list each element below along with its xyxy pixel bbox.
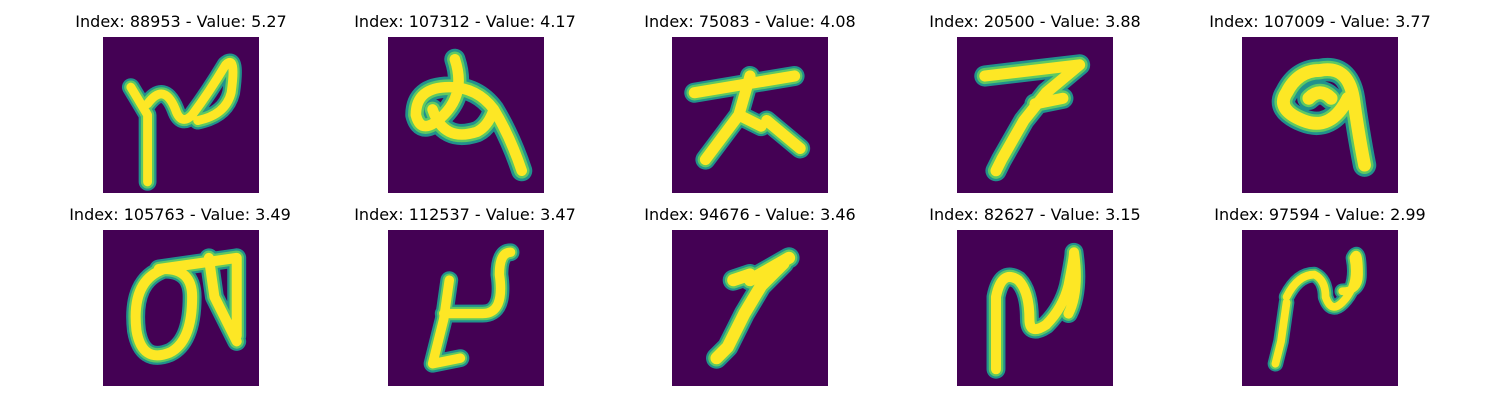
- panel-title: Index: 112537 - Value: 3.47: [354, 205, 576, 224]
- panel-title: Index: 94676 - Value: 3.46: [644, 205, 856, 224]
- panel-image: [1242, 230, 1398, 386]
- panel-image: [103, 230, 259, 386]
- panel-image: [388, 37, 544, 193]
- panel-image: [957, 37, 1113, 193]
- panel-image: [103, 37, 259, 193]
- glyph-image: [103, 230, 259, 386]
- panel-image: [672, 230, 828, 386]
- panel-image: [1242, 37, 1398, 193]
- panel-image: [388, 230, 544, 386]
- glyph-image: [1242, 230, 1398, 386]
- glyph-image: [103, 37, 259, 193]
- glyph-image: [1242, 37, 1398, 193]
- panel-title: Index: 105763 - Value: 3.49: [69, 205, 291, 224]
- panel-title: Index: 82627 - Value: 3.15: [929, 205, 1141, 224]
- panel-title: Index: 20500 - Value: 3.88: [929, 12, 1141, 31]
- glyph-image: [388, 230, 544, 386]
- panel-title: Index: 97594 - Value: 2.99: [1214, 205, 1426, 224]
- panel-title: Index: 107009 - Value: 3.77: [1209, 12, 1431, 31]
- glyph-image: [672, 230, 828, 386]
- glyph-image: [957, 37, 1113, 193]
- glyph-image: [957, 230, 1113, 386]
- glyph-image: [672, 37, 828, 193]
- glyph-image: [388, 37, 544, 193]
- panel-image: [957, 230, 1113, 386]
- panel-title: Index: 88953 - Value: 5.27: [75, 12, 287, 31]
- panel-image: [672, 37, 828, 193]
- panel-title: Index: 75083 - Value: 4.08: [644, 12, 856, 31]
- panel-title: Index: 107312 - Value: 4.17: [354, 12, 576, 31]
